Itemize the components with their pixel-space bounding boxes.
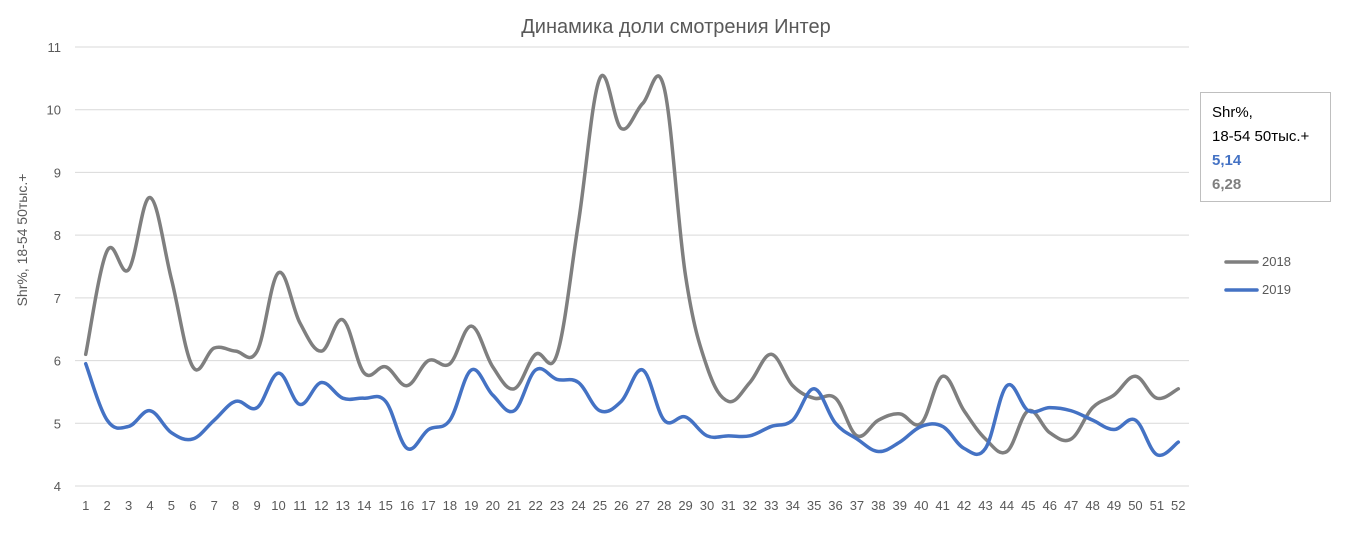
x-tick-label: 31 [721,498,735,513]
x-tick-label: 8 [232,498,239,513]
x-tick-label: 13 [336,498,350,513]
y-tick-label: 7 [54,291,61,306]
legend: 2018 2019 [1224,254,1291,297]
x-tick-label: 18 [443,498,457,513]
info-box: Shr%, 18-54 50тыс.+ 5,14 6,28 [1200,92,1331,202]
x-tick-label: 17 [421,498,435,513]
x-tick-label: 40 [914,498,928,513]
x-tick-label: 14 [357,498,371,513]
y-tick-label: 6 [54,354,61,369]
info-box-value-2018: 6,28 [1212,176,1242,193]
x-tick-label: 44 [1000,498,1014,513]
x-tick-label: 7 [211,498,218,513]
x-tick-label: 20 [486,498,500,513]
x-tick-label: 42 [957,498,971,513]
x-tick-label: 11 [293,498,307,513]
x-tick-label: 6 [189,498,196,513]
x-tick-label: 49 [1107,498,1121,513]
x-tick-label: 38 [871,498,885,513]
x-tick-label: 24 [571,498,585,513]
x-tick-label: 33 [764,498,778,513]
x-tick-label: 27 [635,498,649,513]
x-tick-label: 50 [1128,498,1142,513]
legend-label-2018: 2018 [1262,254,1291,269]
x-tick-label: 32 [743,498,757,513]
x-tick-label: 47 [1064,498,1078,513]
x-tick-label: 12 [314,498,328,513]
y-tick-label: 8 [54,228,61,243]
x-tick-label: 19 [464,498,478,513]
x-axis-ticks: 1 2 3 4 5 6 7 8 9 10 11 12 13 14 15 16 17 18 19 20 21 22 23 24 2… [82,498,1185,513]
x-tick-label: 45 [1021,498,1035,513]
x-tick-label: 4 [146,498,153,513]
x-tick-label: 29 [678,498,692,513]
y-tick-label: 9 [54,165,61,180]
x-tick-label: 52 [1171,498,1185,513]
x-tick-label: 16 [400,498,414,513]
x-tick-label: 5 [168,498,175,513]
x-tick-label: 21 [507,498,521,513]
x-tick-label: 51 [1150,498,1164,513]
x-tick-label: 46 [1043,498,1057,513]
chart-title: Динамика доли смотрения Интер [521,16,830,38]
x-tick-label: 25 [593,498,607,513]
x-tick-label: 37 [850,498,864,513]
x-tick-label: 3 [125,498,132,513]
x-tick-label: 26 [614,498,628,513]
x-tick-label: 28 [657,498,671,513]
x-tick-label: 23 [550,498,564,513]
y-tick-label: 11 [48,40,62,55]
series-line-2018 [83,73,1181,455]
x-tick-label: 36 [828,498,842,513]
x-tick-label: 41 [935,498,949,513]
info-box-line1: Shr%, [1212,104,1253,121]
x-tick-label: 2 [104,498,111,513]
x-tick-label: 30 [700,498,714,513]
y-axis-label: Shr%, 18-54 50тыс.+ [14,174,30,307]
series-lines [83,73,1181,458]
y-axis-ticks: 4 5 6 7 8 9 10 11 [47,40,61,494]
y-tick-label: 4 [54,479,61,494]
info-box-value-2019: 5,14 [1212,152,1242,169]
x-tick-label: 22 [528,498,542,513]
x-tick-label: 34 [785,498,799,513]
series-line-2019 [83,361,1181,458]
x-tick-label: 43 [978,498,992,513]
x-tick-label: 1 [82,498,89,513]
x-tick-label: 39 [893,498,907,513]
x-tick-label: 48 [1085,498,1099,513]
y-tick-label: 10 [47,103,61,118]
x-tick-label: 35 [807,498,821,513]
legend-label-2019: 2019 [1262,282,1291,297]
y-tick-label: 5 [54,416,61,431]
x-tick-label: 10 [271,498,285,513]
info-box-line2: 18-54 50тыс.+ [1212,128,1310,145]
x-tick-label: 9 [253,498,260,513]
x-tick-label: 15 [378,498,392,513]
grid-lines [75,46,1189,487]
